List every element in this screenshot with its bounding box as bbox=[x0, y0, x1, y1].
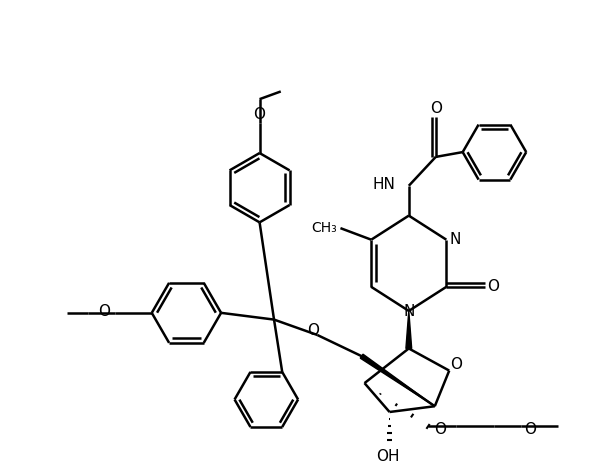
Polygon shape bbox=[406, 311, 412, 349]
Text: N: N bbox=[403, 304, 415, 319]
Text: CH₃: CH₃ bbox=[311, 221, 337, 235]
Text: O: O bbox=[450, 357, 462, 372]
Text: HN: HN bbox=[373, 177, 395, 192]
Text: O: O bbox=[99, 304, 111, 319]
Text: O: O bbox=[487, 279, 499, 294]
Text: O: O bbox=[524, 422, 536, 437]
Text: O: O bbox=[254, 107, 266, 122]
Text: N: N bbox=[450, 232, 461, 247]
Text: O: O bbox=[308, 323, 320, 338]
Text: O: O bbox=[434, 422, 446, 437]
Text: OH: OH bbox=[376, 449, 400, 463]
Text: O: O bbox=[430, 101, 442, 116]
Polygon shape bbox=[360, 354, 435, 406]
